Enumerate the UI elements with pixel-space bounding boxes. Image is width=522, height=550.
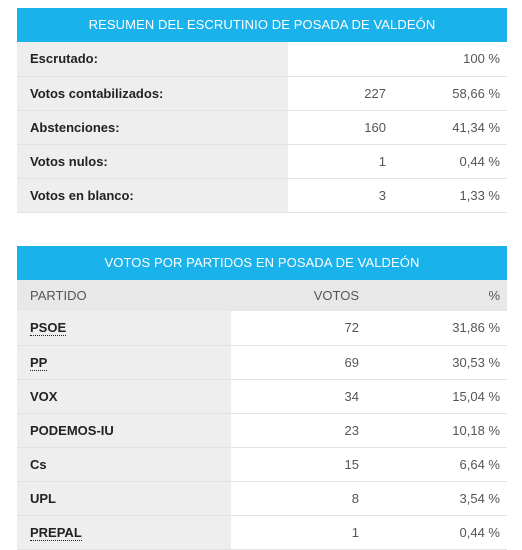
party-pct: 6,64 % [359, 447, 507, 482]
summary-row-escrutado: Escrutado: 100 % [17, 42, 507, 77]
summary-count: 1 [288, 144, 386, 179]
summary-count: 3 [288, 178, 386, 213]
party-name-pp[interactable]: PP [30, 354, 48, 371]
party-votes: 1 [231, 515, 359, 550]
summary-row-votos-contabilizados: Votos contabilizados: 227 58,66 % [17, 76, 507, 111]
party-name-cell: UPL [17, 481, 231, 516]
summary-panel: RESUMEN DEL ESCRUTINIO DE POSADA DE VALD… [17, 8, 507, 213]
summary-label: Votos nulos: [17, 144, 288, 179]
party-pct: 30,53 % [359, 345, 507, 380]
party-row: PSOE 72 31,86 % [17, 311, 507, 346]
summary-pct: 1,33 % [386, 178, 507, 213]
party-name-cell: Cs [17, 447, 231, 482]
summary-label: Escrutado: [17, 42, 288, 77]
party-row: PP 69 30,53 % [17, 345, 507, 380]
summary-table: Escrutado: 100 % Votos contabilizados: 2… [17, 42, 507, 213]
column-header-party[interactable]: PARTIDO [17, 280, 231, 311]
party-pct: 10,18 % [359, 413, 507, 448]
summary-pct: 0,44 % [386, 144, 507, 179]
party-name-cell: PP [17, 345, 231, 380]
column-header-pct[interactable]: % [359, 280, 507, 311]
party-name-cs: Cs [30, 456, 47, 472]
summary-row-votos-en-blanco: Votos en blanco: 3 1,33 % [17, 178, 507, 213]
parties-title: VOTOS POR PARTIDOS EN POSADA DE VALDEÓN [17, 246, 507, 280]
party-name-cell: PODEMOS-IU [17, 413, 231, 448]
summary-label: Votos contabilizados: [17, 76, 288, 111]
summary-pct: 58,66 % [386, 76, 507, 111]
summary-count: 160 [288, 110, 386, 145]
party-votes: 15 [231, 447, 359, 482]
party-pct: 31,86 % [359, 311, 507, 346]
column-header-votes[interactable]: VOTOS [231, 280, 359, 311]
party-row: Cs 15 6,64 % [17, 447, 507, 482]
party-votes: 72 [231, 311, 359, 346]
party-votes: 69 [231, 345, 359, 380]
summary-label: Votos en blanco: [17, 178, 288, 213]
party-name-cell: PREPAL [17, 515, 231, 550]
summary-count: 227 [288, 76, 386, 111]
party-name-psoe[interactable]: PSOE [30, 320, 67, 337]
party-name-cell: PSOE [17, 311, 231, 346]
summary-pct: 100 % [386, 42, 507, 77]
summary-count [288, 42, 386, 77]
summary-title: RESUMEN DEL ESCRUTINIO DE POSADA DE VALD… [17, 8, 507, 42]
party-row: PREPAL 1 0,44 % [17, 515, 507, 550]
party-name-cell: VOX [17, 379, 231, 414]
party-row: UPL 8 3,54 % [17, 481, 507, 516]
parties-table: PARTIDO VOTOS % PSOE 72 31,86 % PP 69 30… [17, 280, 507, 550]
parties-panel: VOTOS POR PARTIDOS EN POSADA DE VALDEÓN … [17, 246, 507, 550]
party-votes: 34 [231, 379, 359, 414]
party-name-upl: UPL [30, 490, 56, 506]
party-row: VOX 34 15,04 % [17, 379, 507, 414]
party-name-vox: VOX [30, 388, 58, 404]
parties-header-row: PARTIDO VOTOS % [17, 280, 507, 311]
party-pct: 3,54 % [359, 481, 507, 516]
party-votes: 23 [231, 413, 359, 448]
party-row: PODEMOS-IU 23 10,18 % [17, 413, 507, 448]
party-name-prepal[interactable]: PREPAL [30, 524, 82, 541]
summary-row-votos-nulos: Votos nulos: 1 0,44 % [17, 144, 507, 179]
party-pct: 0,44 % [359, 515, 507, 550]
summary-label: Abstenciones: [17, 110, 288, 145]
party-votes: 8 [231, 481, 359, 516]
summary-pct: 41,34 % [386, 110, 507, 145]
summary-row-abstenciones: Abstenciones: 160 41,34 % [17, 110, 507, 145]
party-name-podemos-iu: PODEMOS-IU [30, 422, 114, 438]
party-pct: 15,04 % [359, 379, 507, 414]
